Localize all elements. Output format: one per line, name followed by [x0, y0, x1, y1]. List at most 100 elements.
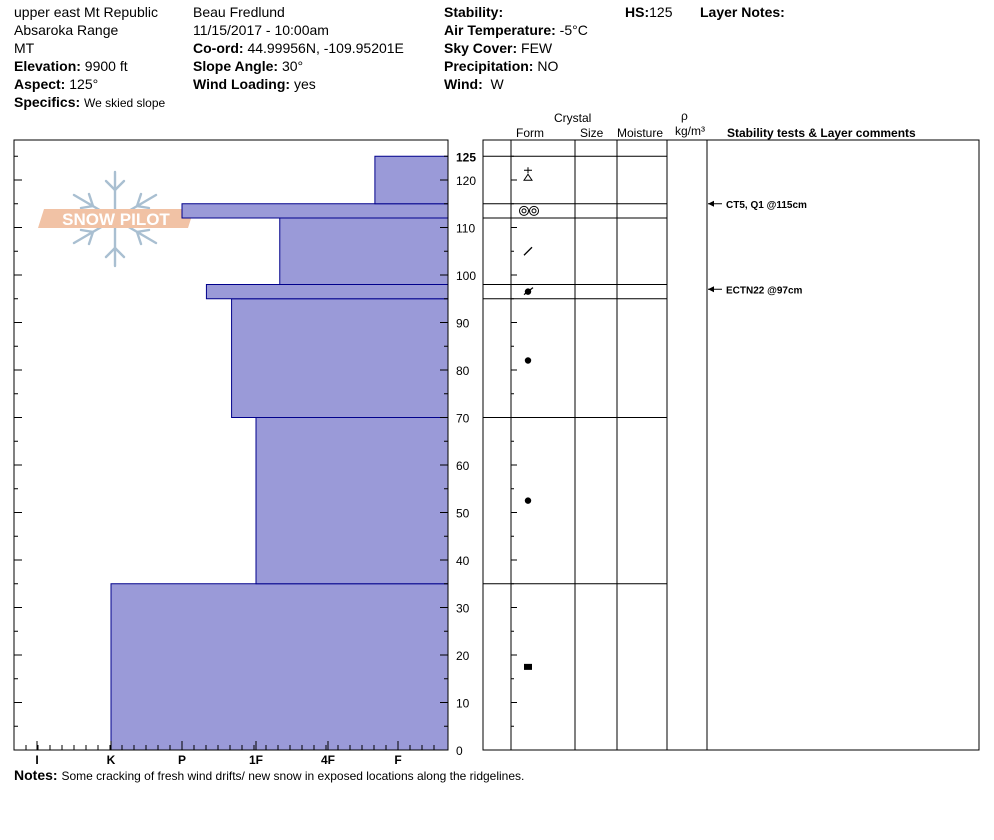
hs-field: HS:125	[625, 4, 672, 20]
height-tick-label: 110	[456, 222, 475, 236]
test-result-label: ECTN22 @97cm	[726, 285, 803, 296]
precipitation-label: Precipitation:	[444, 58, 534, 74]
specifics-value: We skied slope	[84, 96, 166, 110]
height-tick-label: 50	[456, 507, 470, 521]
hardness-scale-label: 1F	[249, 753, 263, 767]
aspect-value: 125°	[69, 76, 99, 92]
density-unit-header: kg/m³	[675, 124, 705, 138]
surface-hoar-icon-inner	[531, 208, 537, 214]
test-pointer-arrow-icon	[708, 286, 714, 293]
melt-form-icon	[524, 663, 532, 670]
axis-ticks: 0 10 20 30 40 50 60 70 80 90 100 110 120 125 I K P 1F 4F F	[14, 150, 517, 767]
elevation-label: Elevation:	[14, 58, 81, 74]
height-tick-label: 30	[456, 602, 470, 616]
hs-value: 125	[649, 4, 673, 20]
test-pointer-arrow-icon	[708, 200, 714, 207]
grain-form-symbols	[519, 167, 539, 670]
hardness-scale-label: P	[178, 753, 186, 767]
height-tick-label: 40	[456, 554, 470, 568]
hardness-bar	[181, 203, 449, 219]
wind-value: W	[490, 76, 504, 92]
crystal-header: Crystal	[554, 111, 592, 125]
air-temp-field: Air Temperature: -5°C	[444, 22, 588, 38]
hardness-bar	[374, 155, 449, 205]
state-name: MT	[14, 40, 35, 56]
height-tick-label: 70	[456, 412, 470, 426]
height-tick-label: 125	[456, 150, 476, 164]
wind-loading-label: Wind Loading:	[193, 76, 291, 92]
size-header: Size	[580, 126, 604, 140]
specifics-label: Specifics:	[14, 94, 81, 110]
location-name: upper east Mt Republic	[14, 4, 158, 20]
sky-cover-label: Sky Cover:	[444, 40, 518, 56]
rounded-grain-icon	[524, 497, 532, 504]
hardness-bar	[205, 284, 449, 300]
wind-field: Wind: W	[444, 76, 504, 92]
height-tick-label: 0	[456, 744, 463, 758]
hardness-scale-label: 4F	[321, 753, 335, 767]
hardness-bar	[255, 417, 449, 585]
hardness-scale-label: I	[35, 753, 38, 767]
height-tick-label: 90	[456, 317, 470, 331]
slope-value: 30°	[281, 58, 304, 74]
wind-label: Wind:	[444, 76, 483, 92]
logo-banner	[38, 209, 194, 228]
test-result-label: CT5, Q1 @115cm	[726, 200, 807, 211]
hs-label: HS:	[625, 4, 650, 20]
rounded-faceted-icon-slash	[523, 287, 534, 296]
density-rho-header: ρ	[681, 109, 688, 123]
aspect-label: Aspect:	[14, 76, 66, 92]
hardness-scale-label: F	[394, 753, 401, 767]
surface-hoar-icon-inner	[521, 208, 527, 214]
rounded-grain-icon	[524, 357, 532, 364]
observer-name: Beau Fredlund	[193, 4, 285, 20]
sky-cover-value: FEW	[521, 40, 553, 56]
stability-tests-header: Stability tests & Layer comments	[727, 126, 916, 140]
precipitation-particle-icon	[523, 173, 533, 181]
coord-label: Co-ord:	[193, 40, 244, 56]
snowpilot-logo: SNOW PILOT	[38, 170, 194, 268]
air-temp-label: Air Temperature:	[444, 22, 556, 38]
moisture-header: Moisture	[617, 126, 664, 140]
observation-datetime: 11/15/2017 - 10:00am	[193, 22, 329, 38]
logo-text: SNOW PILOT	[62, 210, 170, 229]
slope-field: Slope Angle: 30°	[193, 58, 303, 74]
range-name: Absaroka Range	[14, 22, 119, 38]
stability-label: Stability:	[444, 4, 504, 20]
height-tick-label: 10	[456, 697, 470, 711]
layers-frame	[482, 139, 980, 751]
specifics-field: Specifics: We skied slope	[14, 94, 165, 111]
hardness-bars	[110, 155, 449, 751]
layer-boundary-lines	[483, 155, 667, 585]
chart-frames	[13, 139, 980, 751]
wind-loading-value: yes	[293, 76, 316, 92]
hardness-bar	[231, 298, 449, 418]
surface-hoar-icon	[519, 205, 529, 216]
precipitation-field: Precipitation: NO	[444, 58, 558, 74]
coord-field: Co-ord: 44.99956N, -109.95201E	[193, 40, 404, 56]
sky-cover-field: Sky Cover: FEW	[444, 40, 552, 56]
hardness-bar	[279, 217, 449, 285]
elevation-value: 9900 ft	[84, 58, 128, 74]
air-temp-value: -5°C	[559, 22, 588, 38]
notes-field: Notes: Some cracking of fresh wind drift…	[14, 767, 524, 784]
slope-label: Slope Angle:	[193, 58, 279, 74]
surface-hoar-icon	[529, 205, 539, 216]
notes-value: Some cracking of fresh wind drifts/ new …	[61, 769, 525, 783]
height-tick-label: 80	[456, 364, 470, 378]
precipitation-value: NO	[537, 58, 559, 74]
hardness-bar	[110, 583, 449, 751]
hardness-frame	[13, 139, 449, 751]
elevation-field: Elevation: 9900 ft	[14, 58, 128, 74]
layer-notes-label: Layer Notes:	[700, 4, 785, 20]
hardness-scale-label: K	[107, 753, 116, 767]
form-header: Form	[516, 126, 544, 140]
aspect-field: Aspect: 125°	[14, 76, 98, 92]
stability-test-annotations: CT5, Q1 @115cm ECTN22 @97cm	[708, 200, 807, 296]
height-tick-label: 60	[456, 459, 470, 473]
decomposing-fragment-icon	[523, 246, 533, 256]
wind-loading-field: Wind Loading: yes	[193, 76, 316, 92]
coord-value: 44.99956N, -109.95201E	[247, 40, 404, 56]
height-tick-label: 100	[456, 269, 476, 283]
